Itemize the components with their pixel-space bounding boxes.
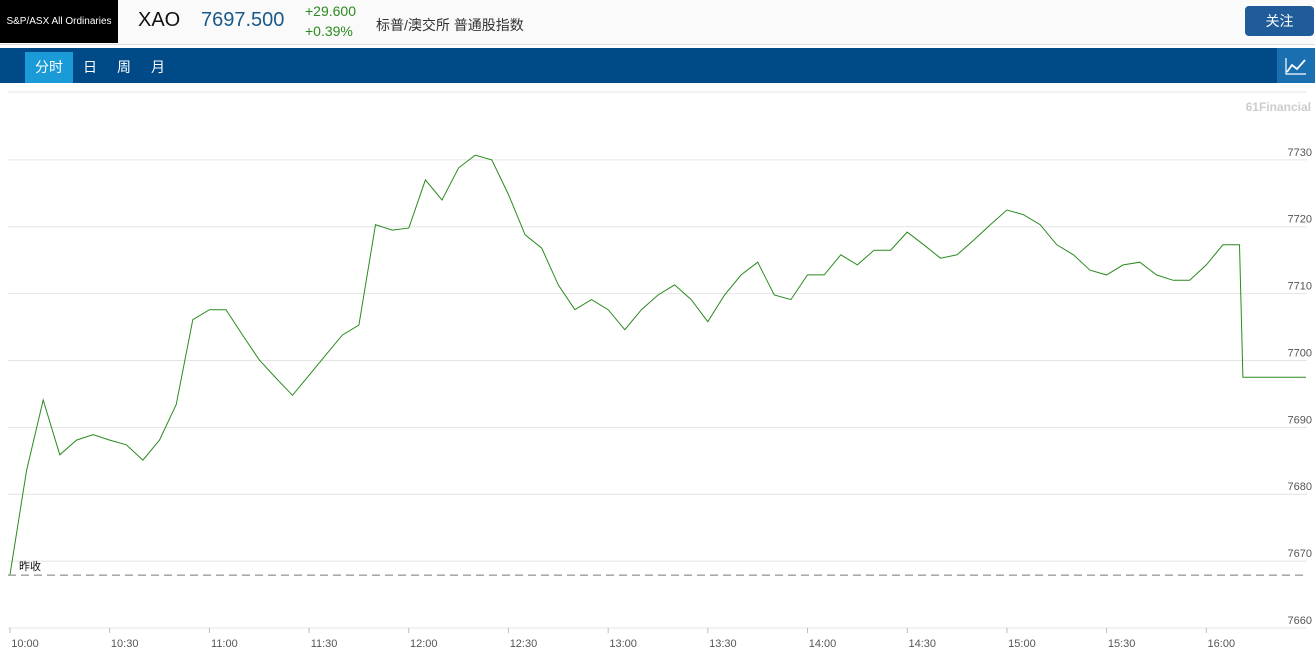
price: 7697.500 — [201, 9, 285, 31]
x-tick-label: 10:00 — [11, 638, 39, 650]
x-tick-label: 14:00 — [809, 638, 837, 650]
x-tick-label: 14:30 — [908, 638, 936, 650]
change-pct: +0.39% — [305, 23, 353, 39]
tab[interactable]: 周 — [117, 59, 131, 75]
x-tick-label: 15:30 — [1108, 638, 1136, 650]
badge: S&P/ASX All Ordinaries — [0, 0, 118, 43]
y-tick-label: 7680 — [1288, 481, 1312, 493]
x-tick-label: 16:00 — [1208, 638, 1236, 650]
y-tick-label: 7710 — [1288, 281, 1312, 293]
y-tick-label: 7670 — [1288, 548, 1312, 560]
y-tick-label: 7730 — [1288, 147, 1312, 159]
x-tick-label: 15:00 — [1008, 638, 1036, 650]
icon-graphic — [1285, 58, 1306, 75]
change: +29.600 — [305, 3, 356, 19]
tab[interactable]: 月 — [151, 59, 165, 75]
y-tick-label: 7700 — [1288, 347, 1312, 359]
tab[interactable]: 分时 — [25, 52, 73, 83]
x-tick-label: 11:30 — [311, 638, 338, 650]
index-name: 标普/澳交所 普通股指数 — [376, 17, 524, 33]
chart-icon[interactable] — [1277, 48, 1315, 83]
follow-button[interactable]: 关注 — [1245, 6, 1314, 36]
x-tick-label: 12:30 — [510, 638, 538, 650]
x-tick-label: 13:00 — [609, 638, 637, 650]
y-tick-label: 7720 — [1288, 214, 1312, 226]
x-tick-label: 12:00 — [410, 638, 438, 650]
nav-bar: 分时 日 周 月 — [0, 48, 1315, 83]
y-tick-label: 7660 — [1288, 615, 1312, 627]
x-tick-label: 10:30 — [111, 638, 139, 650]
reference-label: 昨收 — [19, 559, 41, 573]
x-tick-label: 13:30 — [709, 638, 737, 650]
chart: 61Financial 7660 7670 7680 7690 7700 7710 7720… — [8, 91, 1312, 650]
symbol: XAO — [138, 9, 181, 31]
header: S&P/ASX All Ordinaries XAO 7697.500 +29.… — [0, 0, 1315, 45]
y-tick-label: 7690 — [1288, 414, 1312, 426]
watermark: 61Financial — [1246, 100, 1311, 114]
x-tick-label: 11:00 — [211, 638, 238, 650]
tab[interactable]: 日 — [83, 59, 97, 75]
price-line — [9, 154, 1306, 575]
